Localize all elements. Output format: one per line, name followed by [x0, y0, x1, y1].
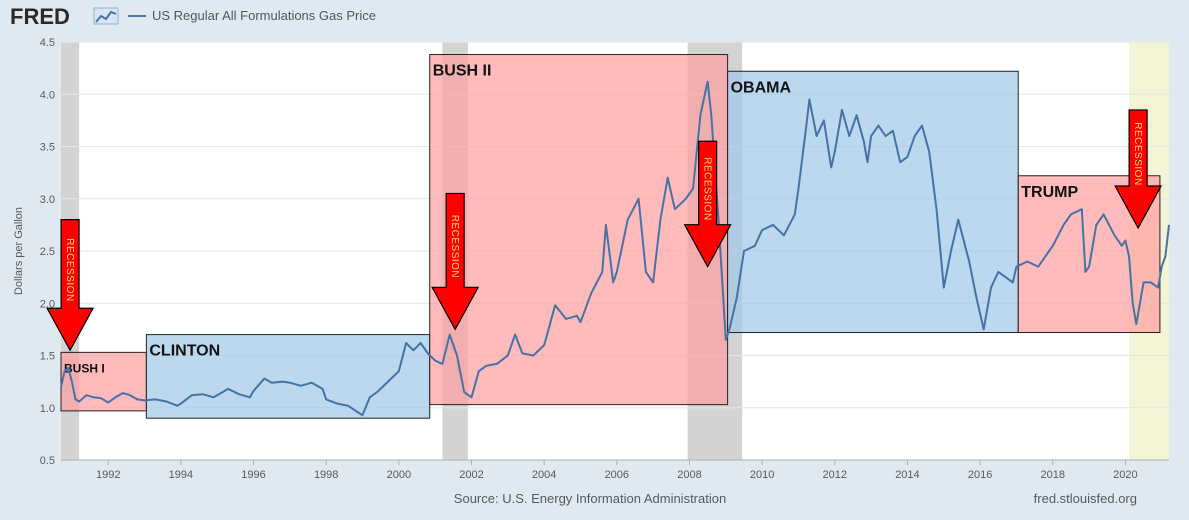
presidency-box	[60, 351, 147, 412]
series-line-group	[60, 80, 1170, 417]
recession-arrow-icon	[683, 140, 732, 268]
site-url[interactable]: fred.stlouisfed.org	[1034, 491, 1137, 506]
x-tick-label: 1996	[241, 469, 265, 481]
recession-annotation-label: RECESSION	[702, 157, 713, 220]
x-tick-label: 2004	[532, 469, 556, 481]
presidency-label: TRUMP	[1021, 184, 1078, 201]
presidency-label: CLINTON	[149, 343, 220, 360]
x-tick-label: 2016	[968, 469, 992, 481]
y-tick-label: 0.5	[40, 455, 55, 467]
x-tick-label: 2020	[1113, 469, 1137, 481]
recession-annotation-label: RECESSION	[1132, 122, 1143, 185]
x-tick-label: 2002	[459, 469, 483, 481]
presidency-label: OBAMA	[731, 79, 792, 96]
y-tick-label: 4.5	[40, 37, 55, 49]
recession-annotations: RECESSION RECESSION RECESSION RECESSION	[46, 109, 1163, 352]
recession-annotation-label: RECESSION	[449, 215, 460, 278]
presidency-box	[727, 70, 1019, 334]
recession-arrow-icon	[1114, 109, 1163, 230]
fred-logo-text[interactable]: FRED	[10, 4, 70, 29]
y-tick-label: 1.0	[40, 403, 55, 415]
series-line	[60, 80, 1170, 417]
x-tick-label: 2000	[387, 469, 411, 481]
x-tick-label: 2018	[1041, 469, 1065, 481]
x-tick-label: 2014	[895, 469, 919, 481]
y-axis-ticks: 0.5 1.0 1.5 2.0 2.5 3.0 3.5 4.0 4.5	[40, 37, 55, 467]
y-tick-label: 2.5	[40, 246, 55, 258]
presidency-label: BUSH II	[433, 63, 492, 80]
x-tick-label: 2010	[750, 469, 774, 481]
presidency-boxes: BUSH I CLINTON BUSH II OBAMA TRUMP	[60, 54, 1161, 419]
y-tick-label: 1.5	[40, 351, 55, 363]
recession-arrow-icon	[46, 219, 95, 352]
recession-annotation-label: RECESSION	[64, 238, 75, 301]
y-tick-label: 3.0	[40, 194, 55, 206]
x-tick-label: 1992	[96, 469, 120, 481]
x-tick-label: 1998	[314, 469, 338, 481]
presidency-box	[145, 334, 431, 419]
y-axis-label: Dollars per Gallon	[13, 207, 25, 295]
x-tick-label: 1994	[169, 469, 193, 481]
x-tick-label: 2012	[823, 469, 847, 481]
fred-logo-graph-icon	[93, 7, 119, 25]
series-label: US Regular All Formulations Gas Price	[152, 8, 376, 23]
x-axis-ticks: 1992 1994 1996 1998 2000 2002 2004 2006 2008 2010…	[61, 459, 1169, 481]
recession-arrow-icon	[431, 192, 480, 331]
presidency-box	[429, 54, 729, 406]
y-tick-label: 4.0	[40, 89, 55, 101]
chart-header: FRED US Regular All Formulations Gas Pri…	[10, 4, 376, 29]
presidency-label: BUSH I	[64, 361, 105, 375]
y-tick-label: 2.0	[40, 298, 55, 310]
source-text: Source: U.S. Energy Information Administ…	[454, 491, 726, 506]
x-tick-label: 2008	[677, 469, 701, 481]
x-tick-label: 2006	[605, 469, 629, 481]
y-tick-label: 3.5	[40, 142, 55, 154]
